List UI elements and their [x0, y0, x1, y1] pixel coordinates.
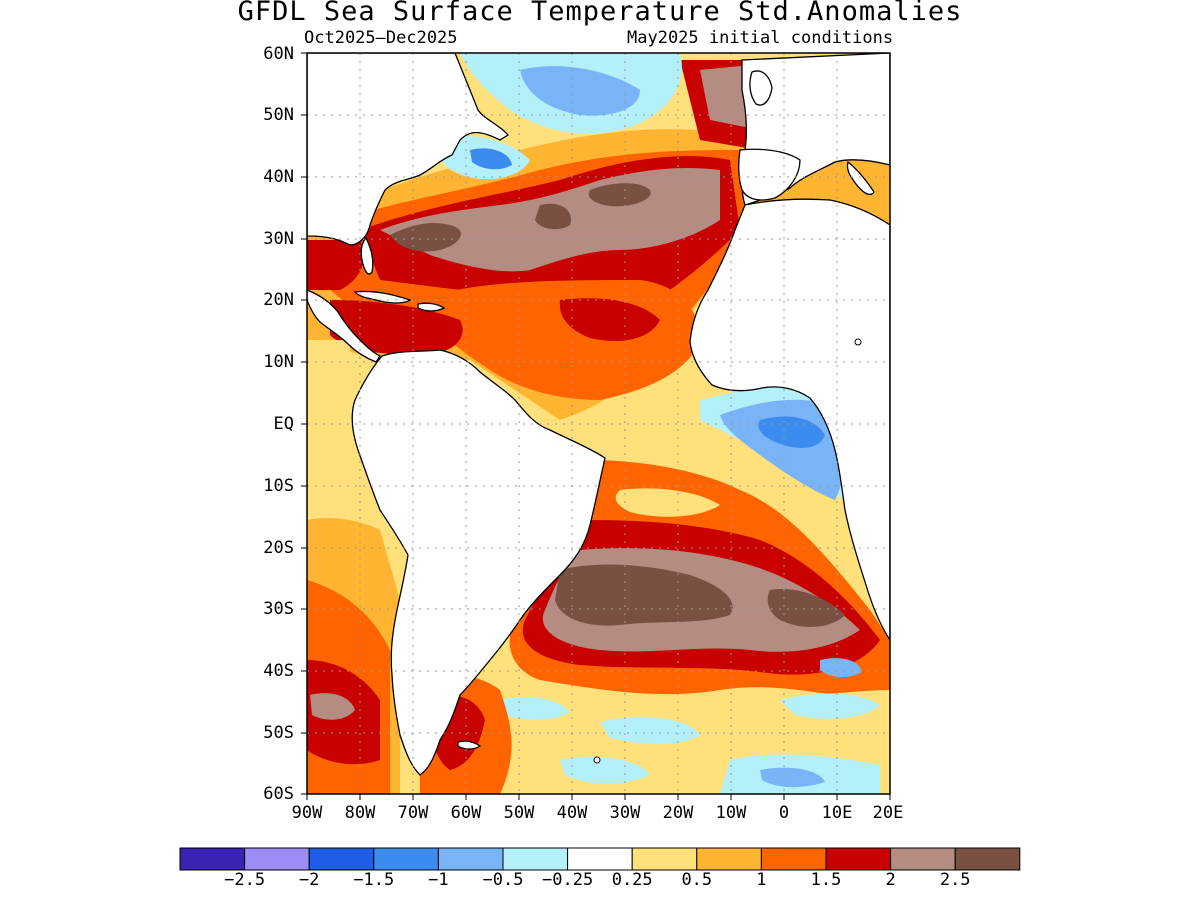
lat-label: EQ — [273, 414, 294, 434]
colorbar-swatch — [179, 847, 246, 871]
lat-label: 20N — [263, 290, 294, 310]
axis-ticks — [301, 52, 891, 800]
lon-label: 10E — [821, 803, 853, 823]
lat-label: 50N — [263, 105, 294, 125]
colorbar-swatch — [954, 847, 1021, 871]
colorbar-tick-label: −0.25 — [542, 870, 594, 890]
gulf-of-mexico-warm — [307, 240, 364, 290]
lon-label: 20W — [662, 803, 694, 823]
colorbar-swatch — [567, 847, 633, 871]
south-atlantic-light-band — [615, 488, 720, 517]
iberian-peninsula — [738, 148, 801, 201]
caribbean-warm — [330, 300, 463, 355]
colorbar-swatch — [437, 847, 504, 871]
lon-label: 60W — [450, 803, 482, 823]
colorbar-swatch — [890, 847, 956, 871]
colorbar-tick-label: −1.5 — [353, 870, 395, 890]
lat-label: 30N — [263, 229, 294, 249]
lon-label: 20E — [872, 803, 904, 823]
central-america-landmass — [307, 289, 381, 363]
colorbar-tick-label: 0.25 — [611, 870, 653, 890]
colorbar-swatch — [373, 847, 439, 871]
colorbar-tick-label: −0.5 — [482, 870, 524, 890]
colorbar-swatch — [825, 847, 892, 871]
lat-label: 10S — [263, 476, 294, 496]
hispaniola-island — [417, 302, 446, 312]
colorbar-tick-label: 2 — [885, 870, 896, 890]
lon-label: 30W — [609, 803, 641, 823]
lat-label: 60N — [263, 44, 294, 64]
island-marker — [854, 338, 862, 346]
equatorial-strong-cold — [758, 416, 825, 448]
lon-label: 50W — [503, 803, 535, 823]
colorbar-swatch — [760, 847, 827, 871]
map-title: GFDL Sea Surface Temperature Std.Anomali… — [237, 0, 963, 27]
lon-label: 70W — [397, 803, 429, 823]
tropical-atlantic-strong — [559, 298, 660, 341]
south-america-landmass — [351, 349, 606, 776]
colorbar-tick-label: −2.5 — [224, 870, 266, 890]
lat-label: 20S — [263, 538, 294, 558]
landmasses — [307, 53, 890, 776]
lon-label: 40W — [556, 803, 588, 823]
italy-peninsula — [846, 160, 875, 196]
pacific-equatorial-light — [307, 340, 350, 470]
lon-label: 80W — [344, 803, 376, 823]
initial-conditions: May2025 initial conditions — [627, 28, 894, 48]
colorbar-swatch — [244, 847, 310, 871]
anomaly-field — [307, 53, 890, 794]
africa-landmass — [689, 198, 890, 642]
east-pacific-peak-strip — [310, 693, 355, 720]
british-isles — [749, 70, 773, 106]
colorbar-tick-label: 0.5 — [681, 870, 713, 890]
colorbar-tick-label: −1 — [428, 870, 449, 890]
colorbar-swatch — [502, 847, 569, 871]
island-marker — [593, 756, 601, 764]
falkland-islands — [457, 740, 482, 750]
colorbar-swatch — [696, 847, 762, 871]
north-atlantic-peak-warm — [390, 183, 651, 252]
lat-label: 50S — [263, 723, 294, 743]
lon-label: 10W — [715, 803, 747, 823]
lat-label: 40S — [263, 661, 294, 681]
lon-label: 0 — [778, 803, 790, 823]
north-america-landmass — [307, 53, 509, 246]
colorbar-swatch — [308, 847, 375, 871]
florida-peninsula — [360, 236, 374, 275]
colorbar-swatch — [631, 847, 698, 871]
lat-label: 40N — [263, 167, 294, 187]
graticule — [307, 53, 890, 794]
colorbar — [179, 847, 1021, 871]
colorbar-tick-label: 1 — [756, 870, 767, 890]
lon-label: 90W — [291, 803, 323, 823]
lat-label: 60S — [263, 784, 294, 804]
lat-label: 30S — [263, 599, 294, 619]
colorbar-tick-label: −2 — [298, 870, 320, 890]
labrador-cold-region — [520, 66, 640, 116]
small-islands — [593, 338, 862, 764]
colorbar-tick-label: 2.5 — [939, 870, 971, 890]
gulf-of-maine-cold — [470, 148, 512, 170]
south-atlantic-peak-band — [555, 564, 845, 627]
colorbar-tick-label: 1.5 — [810, 870, 842, 890]
forecast-period: Oct2025–Dec2025 — [304, 28, 458, 48]
lat-label: 10N — [263, 352, 294, 372]
